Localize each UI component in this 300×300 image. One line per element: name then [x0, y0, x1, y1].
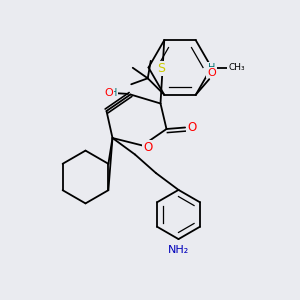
Text: H: H — [208, 63, 215, 73]
Text: H: H — [110, 88, 118, 98]
Text: NH₂: NH₂ — [168, 244, 189, 255]
Text: O: O — [187, 121, 196, 134]
Text: O: O — [207, 68, 216, 78]
Text: O: O — [104, 88, 113, 98]
Text: CH₃: CH₃ — [228, 63, 245, 72]
Text: S: S — [157, 62, 165, 75]
Text: O: O — [143, 141, 152, 154]
